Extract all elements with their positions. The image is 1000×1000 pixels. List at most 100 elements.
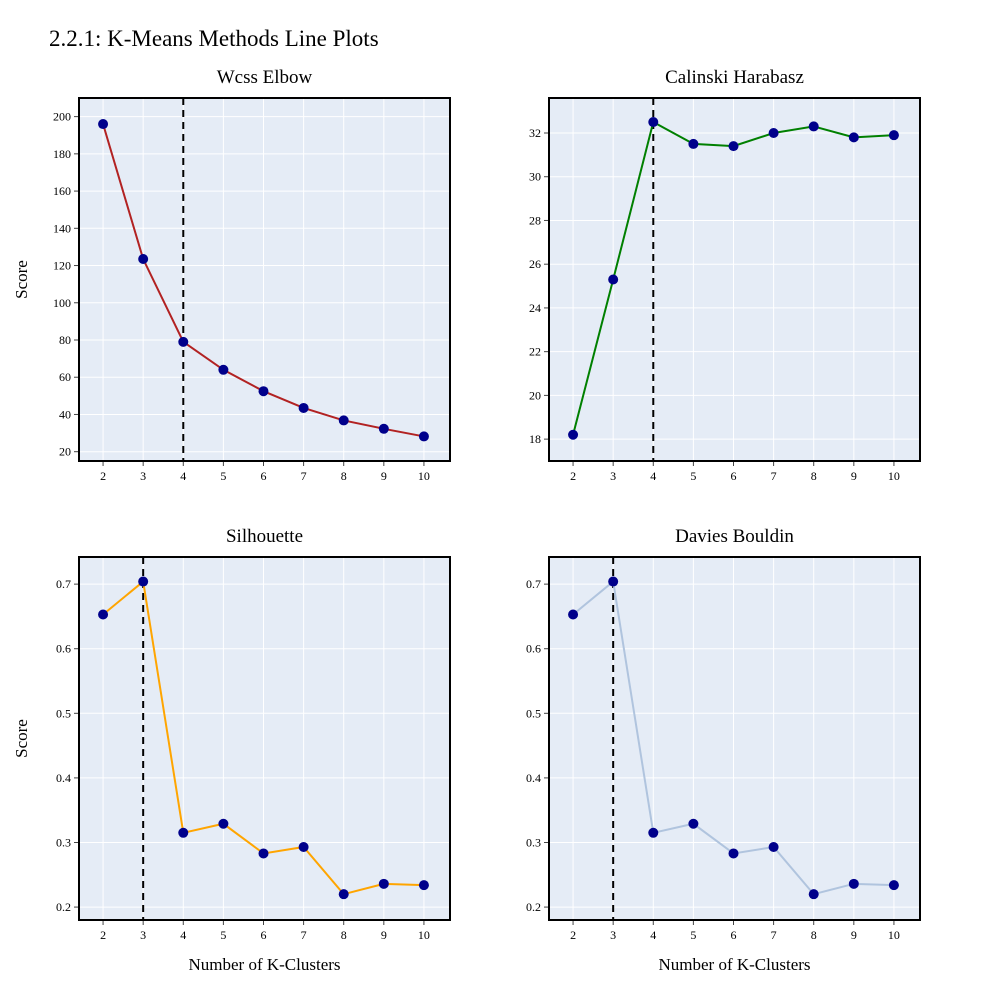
x-tick-label: 10 <box>888 928 900 942</box>
y-tick-label: 18 <box>529 432 541 446</box>
x-tick-label: 2 <box>570 469 576 483</box>
x-axis-label: Number of K-Clusters <box>658 955 810 974</box>
data-point <box>808 121 819 132</box>
plot-background <box>79 98 450 461</box>
x-tick-label: 7 <box>771 928 777 942</box>
x-tick-label: 5 <box>690 469 696 483</box>
y-tick-label: 26 <box>529 257 541 271</box>
data-point <box>418 880 429 891</box>
y-tick-label: 20 <box>529 388 541 402</box>
y-tick-label: 24 <box>529 301 541 315</box>
x-tick-label: 2 <box>570 928 576 942</box>
data-point <box>378 878 389 889</box>
plot-frame <box>548 556 921 921</box>
plot-frame <box>78 556 451 921</box>
panel-wcss-elbow: 2 3 4 5 6 7 8 9 10 20 40 60 80 100 120 140 160 180 200 Wcss… <box>12 67 451 483</box>
x-tick-label: 9 <box>851 928 857 942</box>
panel-silhouette: 2 3 4 5 6 7 8 9 10 0.2 0.3 0.4 0.5 0.6 0.7 Silhouette Nu… <box>12 526 451 974</box>
panel-calinski-harabasz: 2 3 4 5 6 7 8 9 10 18 20 22 24 26 28 30 32 Calinski Harab… <box>529 67 921 483</box>
y-tick-label: 120 <box>53 259 71 273</box>
y-tick-label: 140 <box>53 221 71 235</box>
data-point <box>98 119 109 130</box>
x-tick-label: 6 <box>260 928 266 942</box>
data-point <box>298 402 309 413</box>
x-tick-label: 4 <box>650 928 656 942</box>
data-point <box>648 117 659 128</box>
y-tick-label: 0.7 <box>526 577 541 591</box>
x-tick-label: 4 <box>650 469 656 483</box>
y-tick-label: 22 <box>529 345 541 359</box>
y-tick-label: 0.4 <box>56 771 71 785</box>
x-axis-label: Number of K-Clusters <box>188 955 340 974</box>
subplot-title: Calinski Harabasz <box>665 67 804 88</box>
data-point <box>568 609 579 620</box>
y-tick-label: 0.6 <box>56 642 71 656</box>
data-point <box>138 576 149 587</box>
x-tick-label: 6 <box>730 928 736 942</box>
x-tick-label: 5 <box>690 928 696 942</box>
x-tick-label: 7 <box>301 469 307 483</box>
data-point <box>568 429 579 440</box>
y-tick-label: 160 <box>53 184 71 198</box>
y-tick-label: 0.6 <box>526 642 541 656</box>
x-tick-label: 9 <box>381 469 387 483</box>
data-point <box>178 336 189 347</box>
x-tick-label: 10 <box>418 469 430 483</box>
data-point <box>258 848 269 859</box>
data-point <box>808 889 819 900</box>
x-tick-label: 4 <box>180 469 186 483</box>
x-tick-label: 7 <box>771 469 777 483</box>
plot-background <box>549 557 920 920</box>
x-tick-label: 4 <box>180 928 186 942</box>
x-tick-label: 8 <box>811 469 817 483</box>
data-point <box>258 386 269 397</box>
y-tick-label: 28 <box>529 213 541 227</box>
x-tick-label: 9 <box>381 928 387 942</box>
x-tick-label: 10 <box>888 469 900 483</box>
data-point <box>888 130 899 141</box>
plot-frame <box>78 97 451 462</box>
y-tick-label: 180 <box>53 147 71 161</box>
data-point <box>218 364 229 375</box>
y-tick-label: 20 <box>59 445 71 459</box>
data-point <box>688 818 699 829</box>
data-point <box>688 138 699 149</box>
data-point <box>98 609 109 620</box>
panel-davies-bouldin: 2 3 4 5 6 7 8 9 10 0.2 0.3 0.4 0.5 0.6 0.7 Davies Bould… <box>526 526 921 974</box>
y-tick-label: 40 <box>59 407 71 421</box>
x-tick-label: 3 <box>610 928 616 942</box>
y-tick-label: 100 <box>53 296 71 310</box>
x-tick-label: 2 <box>100 928 106 942</box>
y-tick-label: 0.2 <box>526 900 541 914</box>
data-point <box>768 842 779 853</box>
x-tick-label: 5 <box>220 469 226 483</box>
subplot-title: Wcss Elbow <box>217 67 313 88</box>
y-tick-label: 80 <box>59 333 71 347</box>
x-tick-label: 6 <box>730 469 736 483</box>
y-tick-label: 0.5 <box>56 706 71 720</box>
y-tick-label: 32 <box>529 126 541 140</box>
plot-background <box>79 557 450 920</box>
data-point <box>378 423 389 434</box>
data-point <box>338 415 349 426</box>
x-tick-label: 10 <box>418 928 430 942</box>
x-tick-label: 9 <box>851 469 857 483</box>
data-point <box>728 848 739 859</box>
data-point <box>138 254 149 265</box>
y-tick-label: 0.7 <box>56 577 71 591</box>
data-point <box>338 889 349 900</box>
y-tick-label: 0.3 <box>56 835 71 849</box>
data-point <box>728 141 739 152</box>
x-tick-label: 8 <box>341 928 347 942</box>
data-point <box>848 878 859 889</box>
data-point <box>848 132 859 143</box>
data-point <box>608 274 619 285</box>
y-axis-label: Score <box>12 260 31 299</box>
plot-background <box>549 98 920 461</box>
data-point <box>888 880 899 891</box>
x-tick-label: 8 <box>341 469 347 483</box>
data-point <box>218 818 229 829</box>
y-axis-label: Score <box>12 719 31 758</box>
y-tick-label: 200 <box>53 110 71 124</box>
